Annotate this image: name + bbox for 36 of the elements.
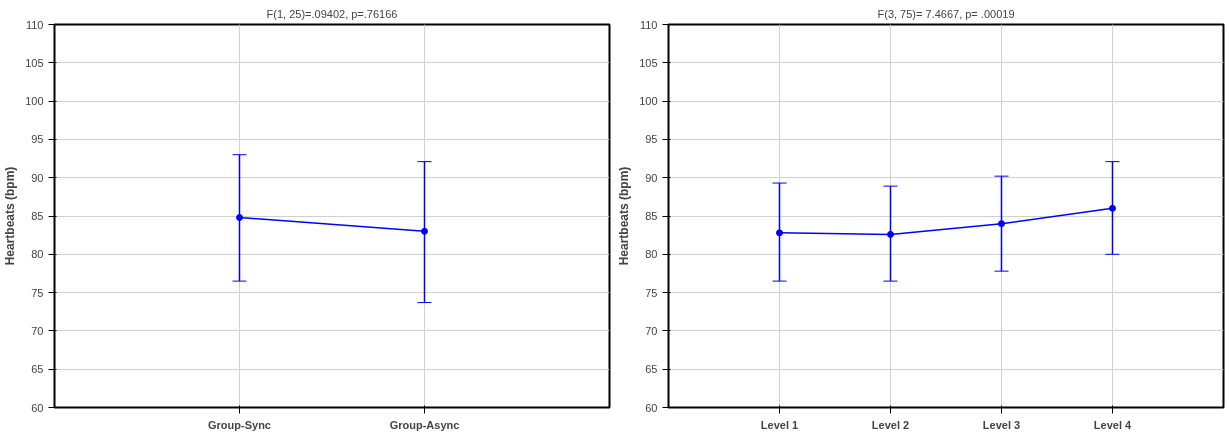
y-tick-label: 65 <box>31 363 44 376</box>
y-tick-label: 95 <box>31 133 44 146</box>
y-tick-label: 110 <box>25 18 44 31</box>
x-tick-label: Group-Sync <box>208 418 271 431</box>
y-tick-label: 60 <box>31 401 44 414</box>
x-tick-label: Level 1 <box>760 418 799 431</box>
x-tick-label: Level 4 <box>1093 418 1133 431</box>
y-tick-label: 85 <box>31 210 44 222</box>
y-axis-title: Heartbeats (bpm) <box>3 166 18 266</box>
y-tick-label: 70 <box>31 324 44 337</box>
y-tick-label: 75 <box>31 286 44 299</box>
y-tick-label: 105 <box>25 56 44 69</box>
point <box>998 220 1005 228</box>
point <box>887 230 894 238</box>
chart-title: F(3, 75)= 7.4667, p= .00019 <box>877 7 1015 20</box>
y-tick-label: 75 <box>645 286 658 299</box>
y-tick-label: 100 <box>639 95 658 108</box>
y-tick-label: 65 <box>645 363 658 376</box>
y-tick-label: 70 <box>645 324 658 337</box>
y-tick-label: 90 <box>645 171 658 184</box>
x-tick-label: Level 3 <box>982 418 1021 431</box>
y-tick-label: 95 <box>645 133 658 146</box>
chart-title: F(1, 25)=.09402, p=.76166 <box>266 7 398 20</box>
y-tick-label: 105 <box>639 56 658 69</box>
point <box>776 229 783 237</box>
y-tick-label: 85 <box>645 210 658 222</box>
point <box>1109 204 1116 212</box>
y-axis-title: Heartbeats (bpm) <box>617 166 632 266</box>
y-tick-label: 80 <box>645 248 658 261</box>
y-tick-label: 110 <box>639 18 658 31</box>
y-tick-label: 100 <box>25 95 44 108</box>
y-tick-label: 90 <box>31 171 44 184</box>
y-tick-label: 80 <box>31 248 44 261</box>
x-tick-label: Group-Async <box>389 418 460 431</box>
x-tick-label: Level 2 <box>871 418 910 431</box>
y-tick-label: 60 <box>645 401 658 414</box>
